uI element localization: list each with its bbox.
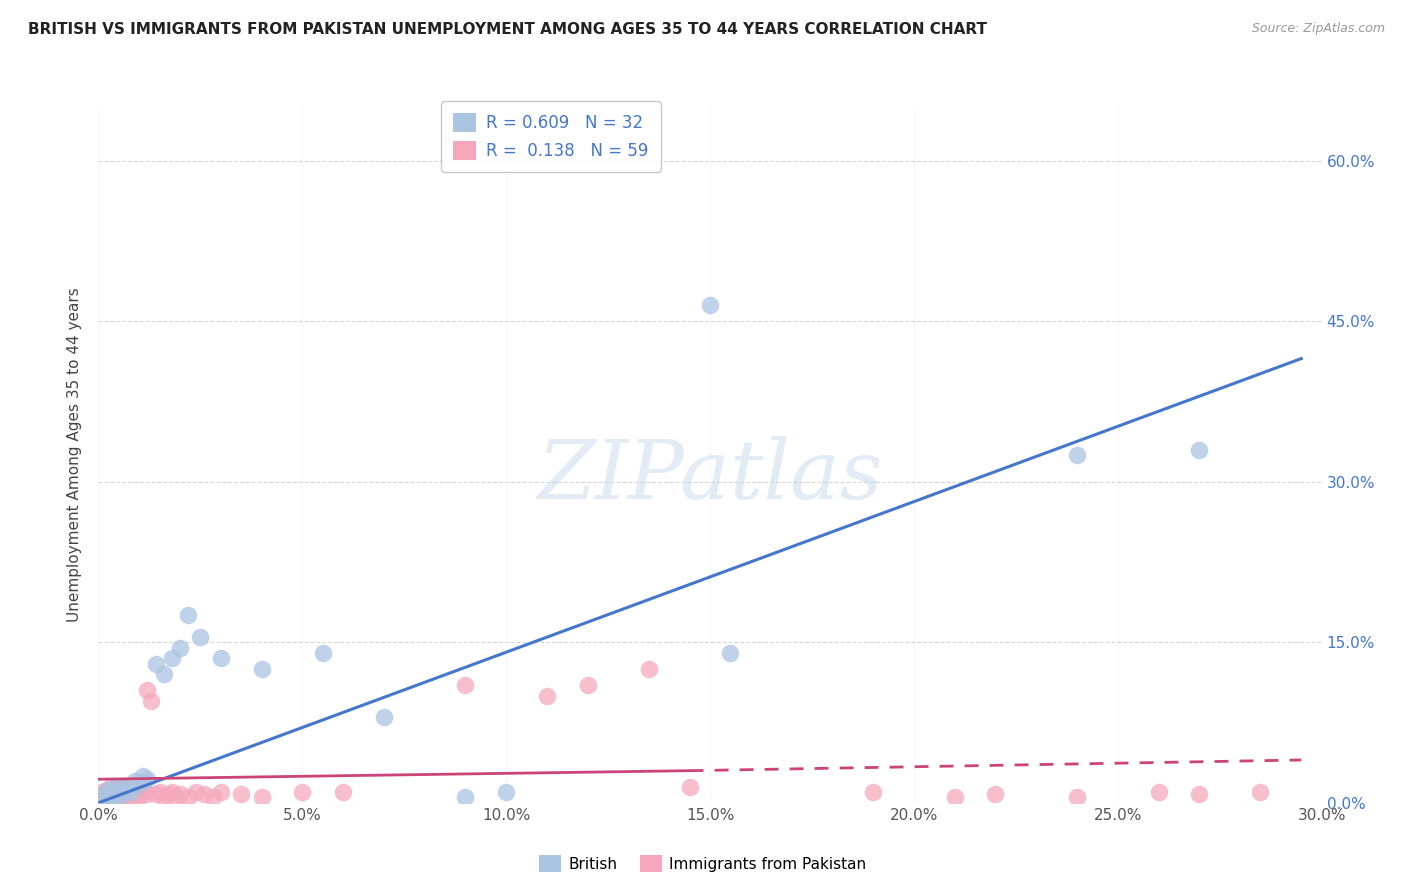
- Legend: R = 0.609   N = 32, R =  0.138   N = 59: R = 0.609 N = 32, R = 0.138 N = 59: [441, 102, 661, 171]
- Point: [108, 785, 131, 799]
- Point: [250, 662, 273, 676]
- Point: [984, 787, 1007, 801]
- Point: [115, 780, 138, 794]
- Point: [638, 662, 661, 676]
- Point: [100, 785, 122, 799]
- Point: [100, 789, 122, 804]
- Point: [128, 787, 150, 801]
- Point: [720, 646, 742, 660]
- Point: [120, 790, 142, 805]
- Point: [111, 780, 134, 794]
- Point: [136, 772, 159, 787]
- Point: [332, 785, 354, 799]
- Point: [193, 787, 215, 801]
- Point: [250, 790, 273, 805]
- Point: [111, 790, 134, 805]
- Point: [124, 780, 146, 794]
- Point: [115, 787, 138, 801]
- Point: [312, 646, 335, 660]
- Point: [100, 785, 122, 799]
- Point: [165, 790, 187, 805]
- Point: [104, 787, 127, 801]
- Text: BRITISH VS IMMIGRANTS FROM PAKISTAN UNEMPLOYMENT AMONG AGES 35 TO 44 YEARS CORRE: BRITISH VS IMMIGRANTS FROM PAKISTAN UNEM…: [28, 22, 987, 37]
- Point: [1249, 785, 1271, 799]
- Point: [100, 780, 122, 794]
- Text: Source: ZipAtlas.com: Source: ZipAtlas.com: [1251, 22, 1385, 36]
- Point: [96, 787, 118, 801]
- Point: [209, 785, 232, 799]
- Point: [100, 790, 122, 805]
- Point: [231, 787, 253, 801]
- Point: [862, 785, 884, 799]
- Point: [96, 787, 118, 801]
- Point: [152, 667, 174, 681]
- Point: [128, 790, 150, 805]
- Point: [115, 783, 138, 797]
- Point: [1188, 787, 1211, 801]
- Point: [96, 783, 118, 797]
- Point: [104, 783, 127, 797]
- Y-axis label: Unemployment Among Ages 35 to 44 years: Unemployment Among Ages 35 to 44 years: [67, 287, 83, 623]
- Point: [124, 774, 146, 789]
- Point: [1188, 442, 1211, 457]
- Point: [495, 785, 517, 799]
- Point: [1066, 448, 1088, 462]
- Point: [108, 787, 131, 801]
- Point: [104, 780, 127, 794]
- Point: [132, 785, 155, 799]
- Point: [141, 694, 163, 708]
- Point: [132, 780, 155, 794]
- Point: [1066, 790, 1088, 805]
- Point: [111, 785, 134, 799]
- Point: [454, 678, 477, 692]
- Point: [169, 640, 191, 655]
- Point: [145, 787, 167, 801]
- Point: [699, 298, 721, 312]
- Point: [188, 630, 212, 644]
- Point: [104, 790, 127, 805]
- Point: [201, 790, 224, 805]
- Point: [209, 651, 232, 665]
- Point: [186, 785, 208, 799]
- Point: [91, 790, 114, 805]
- Point: [108, 785, 131, 799]
- Point: [576, 678, 599, 692]
- Point: [120, 785, 142, 799]
- Point: [679, 780, 702, 794]
- Point: [943, 790, 966, 805]
- Point: [91, 785, 114, 799]
- Point: [156, 787, 179, 801]
- Point: [152, 790, 174, 805]
- Point: [136, 683, 159, 698]
- Text: ZIPatlas: ZIPatlas: [537, 436, 883, 516]
- Point: [132, 769, 155, 783]
- Point: [177, 790, 200, 805]
- Point: [160, 785, 183, 799]
- Point: [120, 783, 142, 797]
- Legend: British, Immigrants from Pakistan: British, Immigrants from Pakistan: [531, 847, 875, 880]
- Point: [96, 783, 118, 797]
- Point: [104, 787, 127, 801]
- Point: [145, 657, 167, 671]
- Point: [120, 787, 142, 801]
- Point: [149, 785, 172, 799]
- Point: [111, 783, 134, 797]
- Point: [177, 608, 200, 623]
- Point: [454, 790, 477, 805]
- Point: [291, 785, 314, 799]
- Point: [91, 790, 114, 805]
- Point: [136, 787, 159, 801]
- Point: [373, 710, 395, 724]
- Point: [115, 790, 138, 805]
- Point: [169, 787, 191, 801]
- Point: [124, 785, 146, 799]
- Point: [108, 780, 131, 794]
- Point: [160, 651, 183, 665]
- Point: [1147, 785, 1170, 799]
- Point: [536, 689, 558, 703]
- Point: [108, 790, 131, 805]
- Point: [128, 776, 150, 790]
